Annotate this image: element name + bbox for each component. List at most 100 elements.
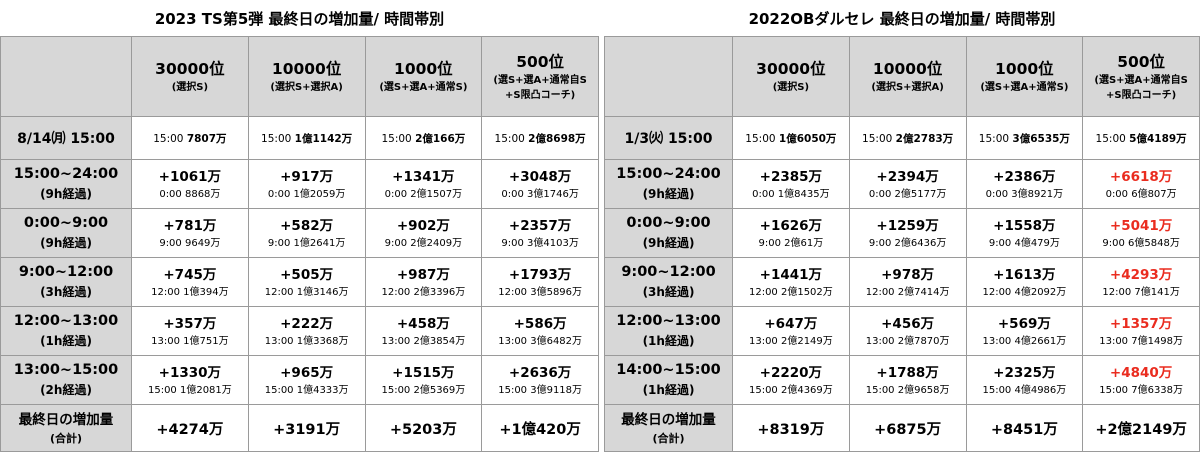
right-panel: 2022OBダルセレ 最終日の増加量/ 時間帯別 30000位 (選択S) 100… bbox=[604, 0, 1200, 452]
data-cell: +965万 15:00 1億4333万 bbox=[247, 355, 366, 405]
row-label: 15:00~24:00 (9h経過) bbox=[0, 159, 132, 209]
left-title: 2023 TS第5弾 最終日の増加量/ 時間帯別 bbox=[154, 10, 445, 28]
data-cell: +505万 12:00 1億3146万 bbox=[247, 257, 366, 307]
row-label: 14:00~15:00 (1h経過) bbox=[604, 355, 733, 405]
data-cell: +2325万 15:00 4億4986万 bbox=[965, 355, 1084, 405]
row-label: 0:00~9:00 (9h経過) bbox=[0, 208, 132, 258]
data-cell: +987万 12:00 2億3396万 bbox=[364, 257, 483, 307]
row-label: 12:00~13:00 (1h経過) bbox=[604, 306, 733, 356]
table-row: 15:00~24:00 (9h経過) +1061万 0:00 8868万 +917万… bbox=[0, 159, 599, 209]
data-cell: +1788万 15:00 2億9658万 bbox=[848, 355, 967, 405]
header-row: 30000位 (選択S) 10000位 (選択S+選択A) 1000位 (選S+選A+… bbox=[0, 36, 599, 117]
table-row: 15:00~24:00 (9h経過) +2385万 0:00 1億8435万 +23… bbox=[604, 159, 1200, 209]
header-row: 30000位 (選択S) 10000位 (選択S+選択A) 1000位 (選S+選A+… bbox=[604, 36, 1200, 117]
data-cell: +1341万 0:00 2億1507万 bbox=[364, 159, 483, 209]
header-rank-1000: 1000位 (選S+選A+通常S) bbox=[364, 36, 483, 117]
row-label: 12:00~13:00 (1h経過) bbox=[0, 306, 132, 356]
data-cell: +2394万 0:00 2億5177万 bbox=[848, 159, 967, 209]
table-row: 0:00~9:00 (9h経過) +1626万 9:00 2億61万 +1259万 9… bbox=[604, 208, 1200, 258]
data-cell: +745万 12:00 1億394万 bbox=[131, 257, 249, 307]
header-rank-30000: 30000位 (選択S) bbox=[732, 36, 850, 117]
data-cell-highlight: +6618万 0:00 6億807万 bbox=[1082, 159, 1200, 209]
data-cell: +978万 12:00 2億7414万 bbox=[848, 257, 967, 307]
header-rank-500: 500位 (選S+選A+通常自S +S限凸コーチ) bbox=[481, 36, 599, 117]
data-cell: +1515万 15:00 2億5369万 bbox=[364, 355, 483, 405]
start-cell: 15:00 1億6050万 bbox=[732, 116, 850, 160]
data-cell: +2220万 15:00 2億4369万 bbox=[732, 355, 850, 405]
data-cell: +2386万 0:00 3億8921万 bbox=[965, 159, 1084, 209]
data-cell: +1061万 0:00 8868万 bbox=[131, 159, 249, 209]
data-cell: +222万 13:00 1億3368万 bbox=[247, 306, 366, 356]
row-label: 15:00~24:00 (9h経過) bbox=[604, 159, 733, 209]
header-rank-10000: 10000位 (選択S+選択A) bbox=[848, 36, 967, 117]
total-cell: +8319万 bbox=[732, 404, 850, 452]
table-row: 9:00~12:00 (3h経過) +1441万 12:00 2億1502万 +97… bbox=[604, 257, 1200, 307]
data-cell: +902万 9:00 2億2409万 bbox=[364, 208, 483, 258]
data-cell-highlight: +4293万 12:00 7億141万 bbox=[1082, 257, 1200, 307]
corner-cell bbox=[0, 36, 132, 117]
data-cell-highlight: +5041万 9:00 6億5848万 bbox=[1082, 208, 1200, 258]
total-cell: +6875万 bbox=[848, 404, 967, 452]
corner-cell bbox=[604, 36, 733, 117]
table-row: 0:00~9:00 (9h経過) +781万 9:00 9649万 +582万 9:0… bbox=[0, 208, 599, 258]
start-cell: 15:00 2億166万 bbox=[364, 116, 483, 160]
row-label: 9:00~12:00 (3h経過) bbox=[604, 257, 733, 307]
header-rank-10000: 10000位 (選択S+選択A) bbox=[247, 36, 366, 117]
data-cell: +2357万 9:00 3億4103万 bbox=[481, 208, 599, 258]
total-label: 最終日の増加量 (合計) bbox=[0, 404, 132, 452]
data-cell: +357万 13:00 1億751万 bbox=[131, 306, 249, 356]
row-label: 0:00~9:00 (9h経過) bbox=[604, 208, 733, 258]
data-cell-highlight: +4840万 15:00 7億6338万 bbox=[1082, 355, 1200, 405]
table-row: 9:00~12:00 (3h経過) +745万 12:00 1億394万 +505万… bbox=[0, 257, 599, 307]
data-cell: +781万 9:00 9649万 bbox=[131, 208, 249, 258]
start-label: 1/3㈫ 15:00 bbox=[604, 116, 733, 160]
data-cell: +1613万 12:00 4億2092万 bbox=[965, 257, 1084, 307]
total-label: 最終日の増加量 (合計) bbox=[604, 404, 733, 452]
data-cell: +2385万 0:00 1億8435万 bbox=[732, 159, 850, 209]
total-cell: +2億2149万 bbox=[1082, 404, 1200, 452]
data-cell: +1626万 9:00 2億61万 bbox=[732, 208, 850, 258]
start-row: 1/3㈫ 15:00 15:00 1億6050万 15:00 2億2783万 1… bbox=[604, 116, 1200, 160]
total-cell: +1億420万 bbox=[481, 404, 599, 452]
header-rank-30000: 30000位 (選択S) bbox=[131, 36, 249, 117]
right-title: 2022OBダルセレ 最終日の増加量/ 時間帯別 bbox=[748, 10, 1056, 28]
start-cell: 15:00 5億4189万 bbox=[1082, 116, 1200, 160]
data-cell: +1558万 9:00 4億479万 bbox=[965, 208, 1084, 258]
data-cell: +1441万 12:00 2億1502万 bbox=[732, 257, 850, 307]
left-panel: 2023 TS第5弾 最終日の増加量/ 時間帯別 30000位 (選択S) 100… bbox=[0, 0, 599, 452]
header-rank-500: 500位 (選S+選A+通常自S +S限凸コーチ) bbox=[1082, 36, 1200, 117]
total-row: 最終日の増加量 (合計) +8319万 +6875万 +8451万 +2億2149… bbox=[604, 404, 1200, 452]
total-row: 最終日の増加量 (合計) +4274万 +3191万 +5203万 +1億420万 bbox=[0, 404, 599, 452]
total-cell: +3191万 bbox=[247, 404, 366, 452]
data-cell: +1259万 9:00 2億6436万 bbox=[848, 208, 967, 258]
total-cell: +5203万 bbox=[364, 404, 483, 452]
data-cell: +917万 0:00 1億2059万 bbox=[247, 159, 366, 209]
data-cell: +582万 9:00 1億2641万 bbox=[247, 208, 366, 258]
data-cell: +456万 13:00 2億7870万 bbox=[848, 306, 967, 356]
data-cell: +2636万 15:00 3億9118万 bbox=[481, 355, 599, 405]
row-label: 13:00~15:00 (2h経過) bbox=[0, 355, 132, 405]
table-row: 14:00~15:00 (1h経過) +2220万 15:00 2億4369万 +1… bbox=[604, 355, 1200, 405]
table-row: 13:00~15:00 (2h経過) +1330万 15:00 1億2081万 +9… bbox=[0, 355, 599, 405]
start-cell: 15:00 1億1142万 bbox=[247, 116, 366, 160]
data-cell: +586万 13:00 3億6482万 bbox=[481, 306, 599, 356]
data-cell: +647万 13:00 2億2149万 bbox=[732, 306, 850, 356]
data-cell: +1793万 12:00 3億5896万 bbox=[481, 257, 599, 307]
data-cell: +569万 13:00 4億2661万 bbox=[965, 306, 1084, 356]
data-cell-highlight: +1357万 13:00 7億1498万 bbox=[1082, 306, 1200, 356]
start-row: 8/14㈪ 15:00 15:00 7807万 15:00 1億1142万 15… bbox=[0, 116, 599, 160]
row-label: 9:00~12:00 (3h経過) bbox=[0, 257, 132, 307]
data-cell: +3048万 0:00 3億1746万 bbox=[481, 159, 599, 209]
total-cell: +8451万 bbox=[965, 404, 1084, 452]
total-cell: +4274万 bbox=[131, 404, 249, 452]
right-table: 30000位 (選択S) 10000位 (選択S+選択A) 1000位 (選S+選A+… bbox=[604, 36, 1200, 452]
data-cell: +1330万 15:00 1億2081万 bbox=[131, 355, 249, 405]
data-cell: +458万 13:00 2億3854万 bbox=[364, 306, 483, 356]
start-cell: 15:00 7807万 bbox=[131, 116, 249, 160]
table-row: 12:00~13:00 (1h経過) +647万 13:00 2億2149万 +45… bbox=[604, 306, 1200, 356]
left-table: 30000位 (選択S) 10000位 (選択S+選択A) 1000位 (選S+選A+… bbox=[0, 36, 599, 452]
table-row: 12:00~13:00 (1h経過) +357万 13:00 1億751万 +222… bbox=[0, 306, 599, 356]
start-cell: 15:00 2億8698万 bbox=[481, 116, 599, 160]
start-label: 8/14㈪ 15:00 bbox=[0, 116, 132, 160]
header-rank-1000: 1000位 (選S+選A+通常S) bbox=[965, 36, 1084, 117]
